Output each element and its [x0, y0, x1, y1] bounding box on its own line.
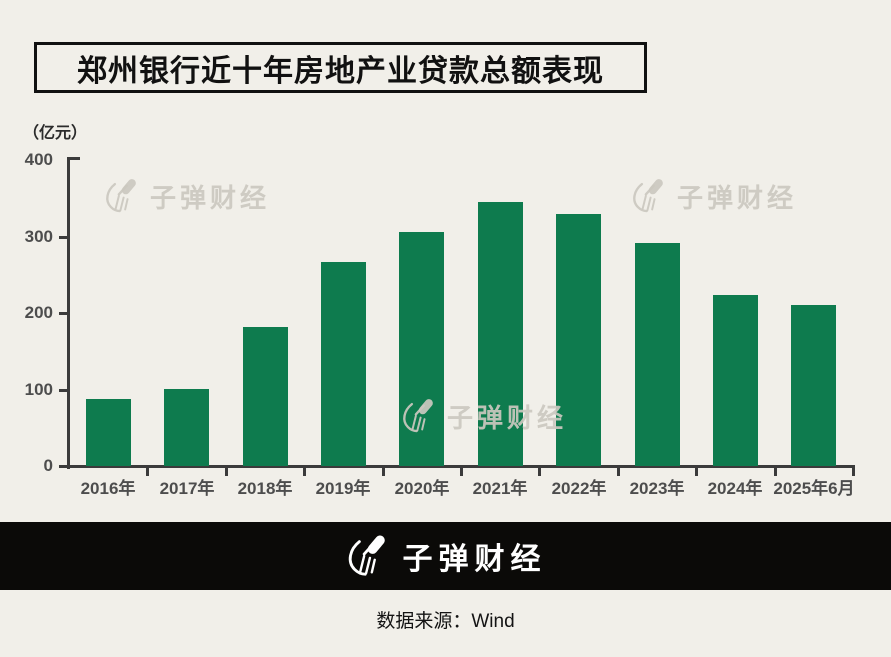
y-axis-line [67, 157, 70, 469]
x-tick-label: 2018年 [237, 479, 293, 498]
x-axis-line [67, 465, 855, 468]
bar-2017年 [164, 389, 209, 466]
x-axis-tick [146, 468, 150, 476]
x-tick-label: 2024年 [707, 479, 763, 498]
x-axis-tick [381, 468, 385, 476]
x-axis-tick [695, 468, 699, 476]
bar-2016年 [86, 399, 131, 466]
x-tick-label: 2016年 [80, 479, 136, 498]
unit-label: （亿元） [23, 125, 88, 142]
y-tick-label: 400 [24, 150, 53, 169]
watermark-top-right: 子弹财经 [630, 177, 797, 215]
x-axis-tick [852, 468, 855, 476]
y-axis-tick [70, 157, 80, 160]
y-tick-label: 0 [43, 456, 53, 475]
footer-brand-text: 子弹财经 [402, 543, 547, 576]
y-axis-tick [59, 465, 67, 468]
x-tick-label: 2019年 [315, 479, 371, 498]
x-axis-tick [303, 468, 307, 476]
x-axis-tick [538, 468, 542, 476]
bar-2018年 [243, 327, 288, 466]
bullet-brand-icon [106, 179, 136, 213]
chart-title-box: 郑州银行近十年房地产业贷款总额表现 [34, 42, 647, 93]
x-tick-label: 2021年 [472, 479, 528, 498]
bar-2023年 [635, 243, 680, 466]
y-axis-tick [59, 388, 67, 392]
y-tick-label: 200 [24, 303, 53, 322]
x-tick-label: 2023年 [629, 479, 685, 498]
footer-brand-bar: 子弹财经 [0, 522, 891, 590]
bar-2025年6月 [791, 305, 836, 466]
watermark-text: 子弹财经 [150, 182, 271, 213]
x-axis-tick [460, 468, 463, 476]
bullet-brand-icon [348, 535, 385, 576]
chart-title: 郑州银行近十年房地产业贷款总额表现 [77, 54, 604, 88]
x-tick-label: 2020年 [394, 479, 450, 498]
x-axis-tick [224, 468, 228, 476]
x-tick-label: 2022年 [551, 479, 607, 498]
x-axis-tick [616, 468, 620, 476]
y-tick-label: 100 [24, 379, 53, 399]
x-tick-label: 2025年6月 [773, 479, 855, 498]
bar-2021年 [478, 202, 523, 466]
x-tick-label: 2017年 [159, 479, 215, 498]
x-axis-tick [773, 468, 777, 476]
data-source: 数据来源：Wind [376, 611, 515, 632]
y-tick-label: 300 [24, 226, 53, 246]
watermark-top-left: 子弹财经 [103, 177, 270, 215]
bar-2020年 [399, 232, 444, 466]
bar-2022年 [556, 214, 601, 466]
y-axis-tick [59, 312, 67, 315]
y-axis-tick [59, 235, 67, 239]
watermark-text: 子弹财经 [677, 182, 798, 213]
bullet-brand-icon [633, 179, 663, 213]
bar-2019年 [321, 262, 366, 466]
bar-2024年 [713, 295, 758, 466]
